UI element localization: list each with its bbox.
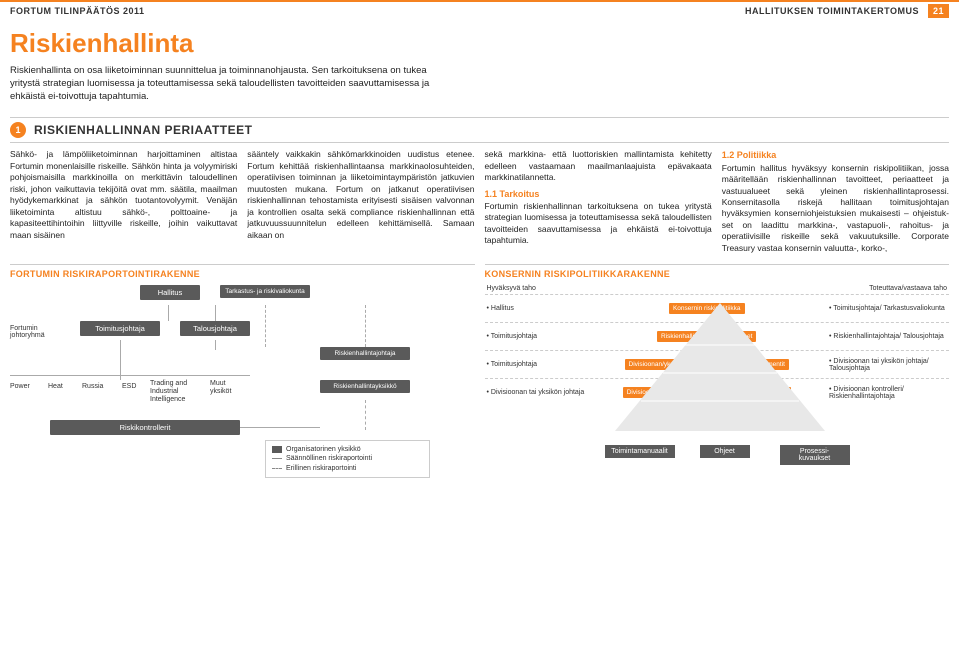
unit-esd: ESD xyxy=(122,383,136,390)
col-3: sekä markkina- että luottoriskien mallin… xyxy=(485,149,712,254)
col-4: 1.2 Politiikka Fortumin hallitus hyväksy… xyxy=(722,149,949,254)
org-riskikontrollerit: Riskikontrollerit xyxy=(50,420,240,435)
org-chart: Hallitus Tarkastus- ja riski­valiokunta … xyxy=(10,285,475,480)
intro-text: Riskienhallinta on osa liiketoiminnan su… xyxy=(10,65,440,103)
policy-header: Hyväksyvä taho Toteuttava/vastaava taho xyxy=(485,285,950,294)
policy-row-1: • Hallitus Konsernin riskipolitiikka • T… xyxy=(485,294,950,322)
title-section: Riskienhallinta Riskienhallinta on osa l… xyxy=(0,20,959,107)
org-tarkastus: Tarkastus- ja riski­valiokunta xyxy=(220,285,310,298)
org-talousjohtaja: Talousjohtaja xyxy=(180,321,250,336)
bottom-toimintamanuaalit: Toiminta­manuaalit xyxy=(605,445,675,458)
unit-russia: Russia xyxy=(82,383,103,390)
diagram-right-title: KONSERNIN RISKIPOLITIIKKARAKENNE xyxy=(485,269,950,279)
org-toimitusjohtaja: Toimitusjohtaja xyxy=(80,321,160,336)
unit-trading: Trading and Industrial Intelligence xyxy=(150,380,205,403)
bottom-ohjeet: Ohjeet xyxy=(700,445,750,458)
org-hallitus: Hallitus xyxy=(140,285,200,300)
main-title: Riskienhallinta xyxy=(10,28,949,59)
unit-power: Power xyxy=(10,383,30,390)
col-1: Sähkö- ja lämpöliiketoiminnan harjoit­ta… xyxy=(10,149,237,254)
unit-heat: Heat xyxy=(48,383,63,390)
col-2: sääntely vaikkakin sähkömarkkinoiden uud… xyxy=(247,149,474,254)
diagram-policy-structure: KONSERNIN RISKIPOLITIIKKARAKENNE Hyväksy… xyxy=(485,264,950,480)
policy-row-3: • Toimitusjohtaja Divisioonan/yksikön ri… xyxy=(485,350,950,378)
policy-row-4: • Divisioonan tai yksikön johtaja Divisi… xyxy=(485,378,950,406)
org-riskienhallintajohtaja: Riskienhallinta­johtaja xyxy=(320,347,410,360)
bottom-prosessikuvaukset: Prosessi­kuvaukset xyxy=(780,445,850,465)
org-riskienhallintayksikko: Riskienhallinta­yksikkö xyxy=(320,380,410,393)
sub-heading-1-1: 1.1 Tarkoitus xyxy=(485,188,712,200)
org-fortumin: Fortumin johtoryhmä xyxy=(10,325,60,339)
unit-muut: Muut yksiköt xyxy=(210,380,245,395)
sub-heading-1-2: 1.2 Politiikka xyxy=(722,149,949,161)
header-left: FORTUM TILINPÄÄTÖS 2011 xyxy=(10,6,145,16)
section-number: 1 xyxy=(10,122,26,138)
page-number: 21 xyxy=(928,4,949,18)
legend-box: Organisatorinen yksikkö Säännöllinen ris… xyxy=(265,440,430,477)
diagram-reporting-structure: FORTUMIN RISKIRAPORTOINTIRAKENNE Hallitu… xyxy=(10,264,475,480)
policy-chart: Hyväksyvä taho Toteuttava/vastaava taho … xyxy=(485,285,950,480)
section-heading: 1 RISKIENHALLINNAN PERIAATTEET xyxy=(10,117,949,143)
policy-row-2: • Toimitusjohtaja Riskienhallinnan konse… xyxy=(485,322,950,350)
section-title: RISKIENHALLINNAN PERIAATTEET xyxy=(34,123,252,137)
diagram-left-title: FORTUMIN RISKIRAPORTOINTIRAKENNE xyxy=(10,269,475,279)
diagrams-row: FORTUMIN RISKIRAPORTOINTIRAKENNE Hallitu… xyxy=(0,264,959,486)
header-right: HALLITUKSEN TOIMINTAKERTOMUS 21 xyxy=(745,6,949,16)
body-columns: Sähkö- ja lämpöliiketoiminnan harjoit­ta… xyxy=(0,143,959,260)
page-header: FORTUM TILINPÄÄTÖS 2011 HALLITUKSEN TOIM… xyxy=(0,0,959,20)
